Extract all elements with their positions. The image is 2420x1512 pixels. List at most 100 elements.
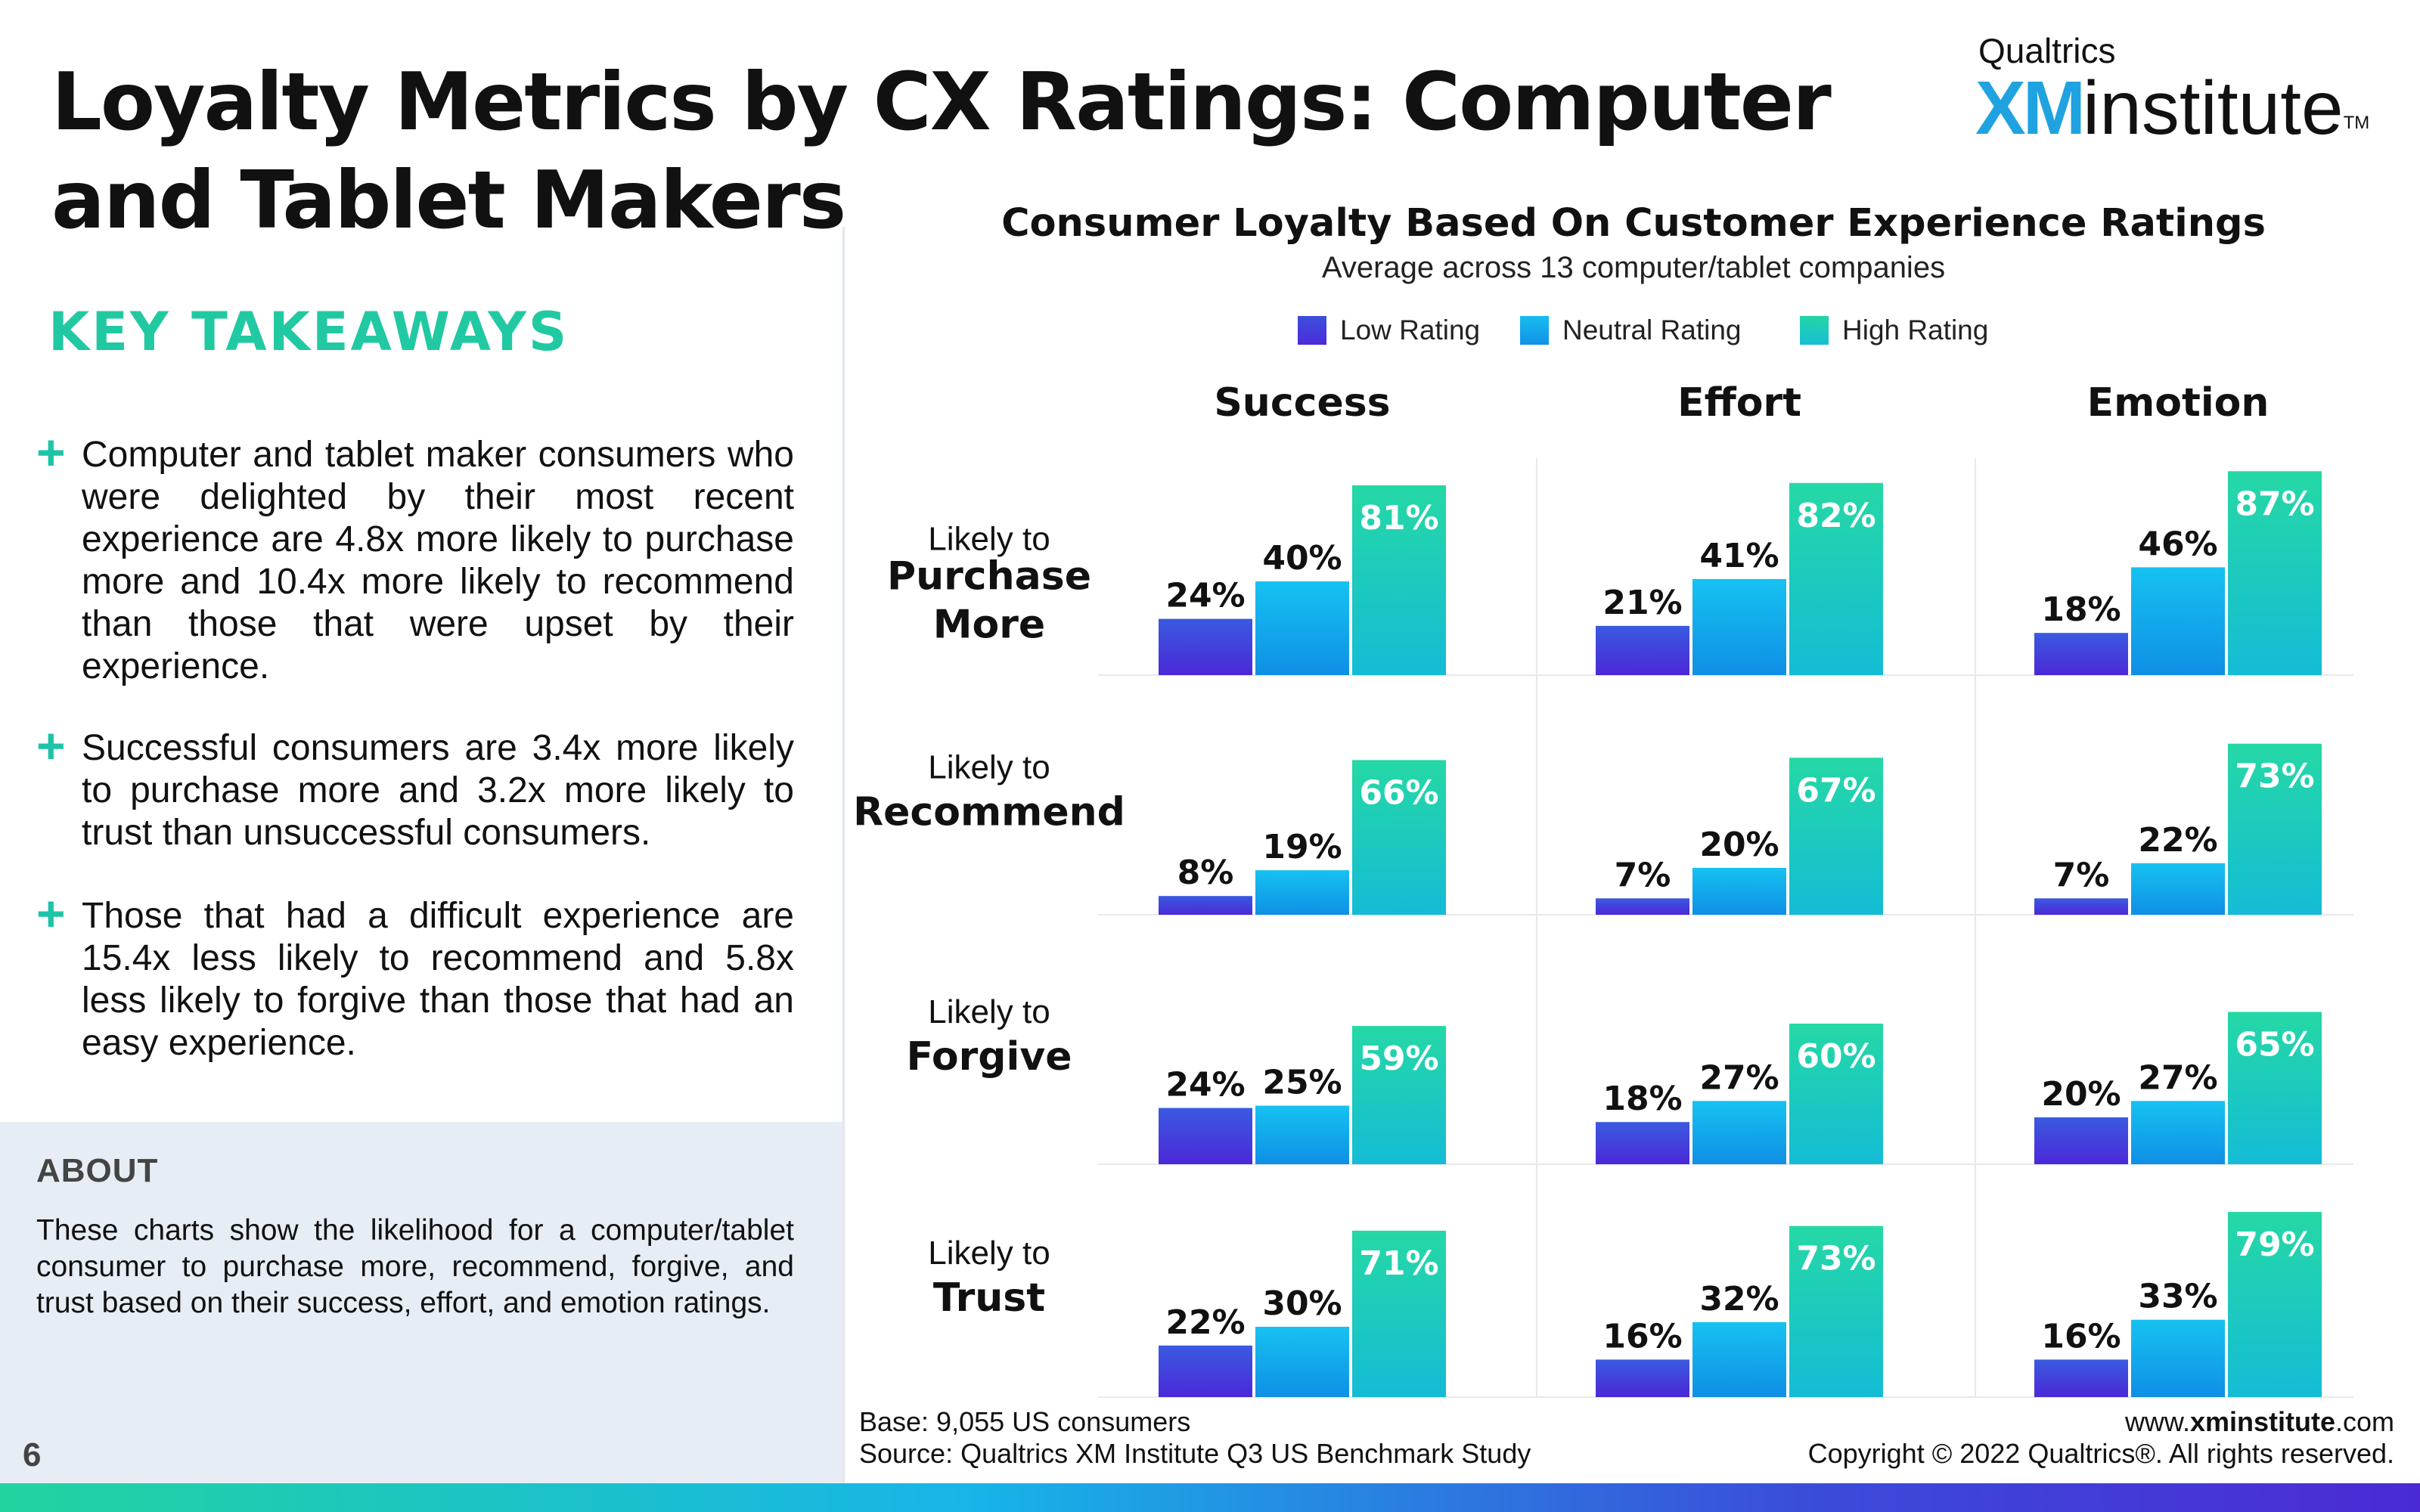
legend-label-high: High Rating	[1842, 314, 1989, 345]
page-title: Loyalty Metrics by CX Ratings: Computer …	[51, 56, 1832, 246]
bar	[2228, 1212, 2322, 1397]
bar	[1596, 898, 1689, 915]
bar	[1159, 1345, 1252, 1397]
bar	[1255, 1327, 1349, 1397]
footer-url-suffix: .com	[2335, 1406, 2394, 1437]
page-number: 6	[23, 1436, 42, 1473]
data-label: 67%	[1796, 771, 1876, 810]
footer-base: Base: 9,055 US consumers	[859, 1406, 1191, 1437]
data-label: 71%	[1359, 1244, 1438, 1283]
data-label: 19%	[1262, 828, 1342, 866]
bar	[1352, 1230, 1446, 1397]
bar	[1352, 760, 1446, 915]
data-label: 46%	[2138, 525, 2217, 563]
data-label: 7%	[1615, 856, 1671, 894]
legend-item-low: Low Rating	[1298, 311, 1480, 349]
legend-swatch-low	[1298, 316, 1326, 345]
data-label: 40%	[1262, 539, 1342, 578]
bar	[1352, 485, 1446, 675]
row-label: More	[933, 603, 1045, 648]
logo-tm: TM	[2343, 113, 2370, 133]
data-label: 22%	[2138, 821, 2217, 860]
data-label: 7%	[2053, 856, 2110, 894]
data-label: 24%	[1165, 577, 1245, 615]
bar	[2131, 863, 2225, 915]
data-label: 41%	[1699, 537, 1779, 575]
data-label: 18%	[1602, 1080, 1682, 1118]
about-text: These charts show the likelihood for a c…	[36, 1214, 794, 1319]
legend-label-low: Low Rating	[1340, 314, 1481, 345]
data-label: 87%	[2235, 485, 2314, 523]
chart-subtitle: Average across 13 computer/tablet compan…	[1321, 251, 1946, 284]
logo-institute: institute	[2083, 66, 2344, 150]
bar	[1789, 1024, 1883, 1164]
takeaway-item: + Those that had a difficult experience …	[36, 885, 794, 1064]
data-label: 22%	[1165, 1303, 1245, 1342]
legend-swatch-high	[1800, 316, 1829, 345]
data-label: 21%	[1602, 584, 1682, 622]
footer-copyright: Copyright © 2022 Qualtrics®. All rights …	[1807, 1438, 2394, 1469]
plus-icon: +	[36, 885, 66, 941]
data-label: 32%	[1699, 1280, 1779, 1318]
footer-source: Source: Qualtrics XM Institute Q3 US Ben…	[859, 1438, 1531, 1469]
row-label: Forgive	[907, 1034, 1072, 1080]
column-header: Effort	[1677, 380, 1801, 426]
column-header: Success	[1214, 380, 1390, 426]
data-label: 79%	[2235, 1225, 2314, 1264]
bar	[1255, 1105, 1349, 1164]
bar	[1692, 1101, 1786, 1164]
data-label: 73%	[2235, 758, 2314, 796]
data-label: 24%	[1165, 1066, 1245, 1105]
bar	[1596, 1122, 1689, 1164]
plus-icon: +	[36, 717, 66, 773]
data-label: 60%	[1796, 1037, 1876, 1076]
row-label-prefix: Likely to	[928, 993, 1050, 1030]
takeaway-item: + Successful consumers are 3.4x more lik…	[36, 717, 794, 854]
bar	[1255, 870, 1349, 915]
footer-right: www.xminstitute.com Copyright © 2022 Qua…	[1808, 1406, 2394, 1470]
data-label: 16%	[2041, 1317, 2121, 1356]
footer-url[interactable]: www.xminstitute.com	[1808, 1406, 2394, 1438]
plus-icon: +	[36, 424, 66, 480]
bar	[1692, 1321, 1786, 1397]
data-label: 65%	[2235, 1026, 2314, 1064]
data-label: 8%	[1177, 854, 1234, 892]
bar	[1596, 1359, 1689, 1397]
footer-url-bold: xminstitute	[2189, 1406, 2335, 1437]
row-label: Purchase	[887, 554, 1091, 600]
data-label: 82%	[1796, 497, 1876, 535]
bar	[2034, 1117, 2128, 1164]
xm-institute-logo: XMinstituteTM	[1975, 67, 2369, 150]
data-label: 27%	[2138, 1058, 2217, 1097]
legend-swatch-neutral	[1520, 316, 1549, 345]
bar	[1159, 1108, 1252, 1164]
bar	[1789, 758, 1883, 915]
footer-notes: Base: 9,055 US consumers Source: Qualtri…	[859, 1406, 1531, 1470]
logo-xm: XM	[1975, 66, 2086, 150]
bar	[1789, 1225, 1883, 1397]
takeaway-item: + Computer and tablet maker consumers wh…	[36, 424, 794, 688]
bar	[1692, 578, 1786, 675]
legend-item-high: High Rating	[1800, 311, 1988, 349]
takeaway-text: Successful consumers are 3.4x more likel…	[82, 728, 794, 853]
chart-title: Consumer Loyalty Based On Customer Exper…	[1001, 201, 2266, 246]
bar	[1789, 482, 1883, 675]
bar	[1159, 618, 1252, 675]
data-label: 16%	[1602, 1317, 1682, 1356]
bar	[2034, 1359, 2128, 1397]
bar	[2131, 1101, 2225, 1164]
takeaway-text: Computer and tablet maker consumers who …	[82, 435, 794, 686]
bar	[2228, 471, 2322, 675]
bar	[1596, 625, 1689, 675]
data-label: 20%	[2041, 1075, 2121, 1114]
footer-url-prefix: www.	[2124, 1406, 2190, 1437]
data-label: 27%	[1699, 1058, 1779, 1097]
row-label: Recommend	[853, 790, 1125, 835]
bar	[1255, 581, 1349, 675]
column-header: Emotion	[2087, 380, 2270, 426]
data-label: 59%	[1359, 1040, 1438, 1078]
panel-divider	[842, 227, 845, 1486]
legend-label-neutral: Neutral Rating	[1562, 314, 1742, 345]
row-label-prefix: Likely to	[928, 521, 1050, 558]
